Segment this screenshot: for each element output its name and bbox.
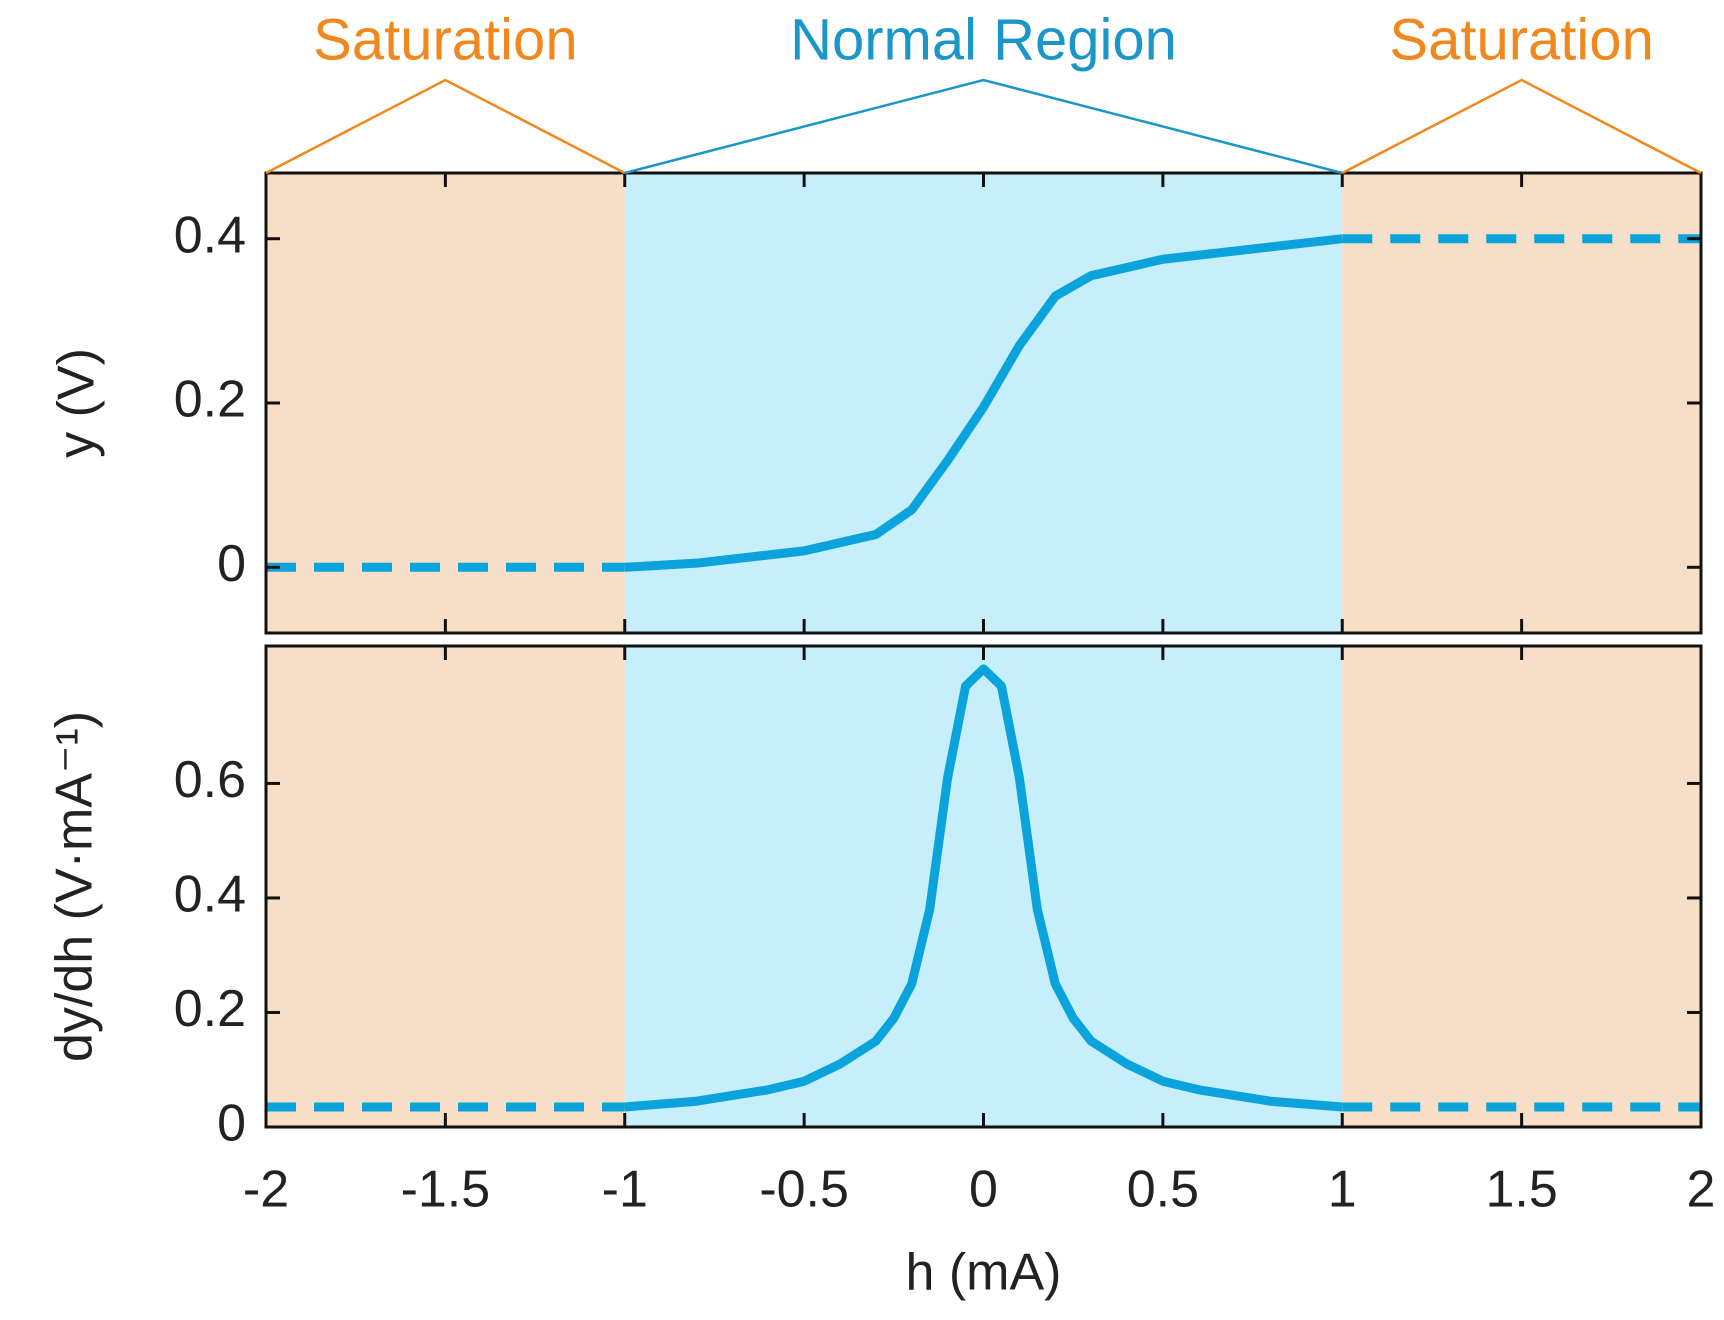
x-axis-label: h (mA) — [906, 1244, 1062, 1302]
region-shade — [266, 646, 625, 1127]
region-label: Saturation — [313, 7, 577, 72]
data-line — [624, 234, 1343, 572]
y-tick-label: 0 — [217, 1095, 246, 1153]
y-axis-label: y (V) — [48, 348, 106, 458]
x-tick-label: 0.5 — [1127, 1161, 1199, 1219]
x-tick-label: -2 — [243, 1161, 289, 1219]
plot-frame — [264, 644, 1703, 1129]
y-tick-label: 0.4 — [174, 866, 246, 924]
region-shade — [266, 173, 625, 633]
region-shade — [1342, 646, 1701, 1127]
region-shade — [624, 646, 1343, 1127]
y-tick-label: 0.4 — [174, 206, 246, 264]
region-label: Normal Region — [790, 7, 1177, 72]
region-label: Saturation — [1389, 7, 1653, 72]
y-tick-label: 0 — [217, 535, 246, 593]
y-tick-label: 0.2 — [174, 980, 246, 1038]
plot-frame — [264, 171, 1703, 635]
y-axis-label: dy/dh (V·mA⁻¹) — [46, 711, 104, 1062]
x-tick-label: -1.5 — [401, 1161, 491, 1219]
x-tick-label: 1.5 — [1485, 1161, 1557, 1219]
x-tick-label: 1 — [1328, 1161, 1357, 1219]
y-tick-label: 0.2 — [174, 371, 246, 429]
data-line — [624, 664, 1343, 1112]
x-tick-label: 0 — [969, 1161, 998, 1219]
y-tick-label: 0.6 — [174, 751, 246, 809]
region-bracket — [265, 78, 626, 175]
x-tick-label: 2 — [1687, 1161, 1716, 1219]
region-bracket — [624, 78, 1343, 175]
x-tick-label: -0.5 — [759, 1161, 849, 1219]
x-tick-label: -1 — [602, 1161, 648, 1219]
region-bracket — [1341, 78, 1702, 175]
region-shade — [1342, 173, 1701, 633]
